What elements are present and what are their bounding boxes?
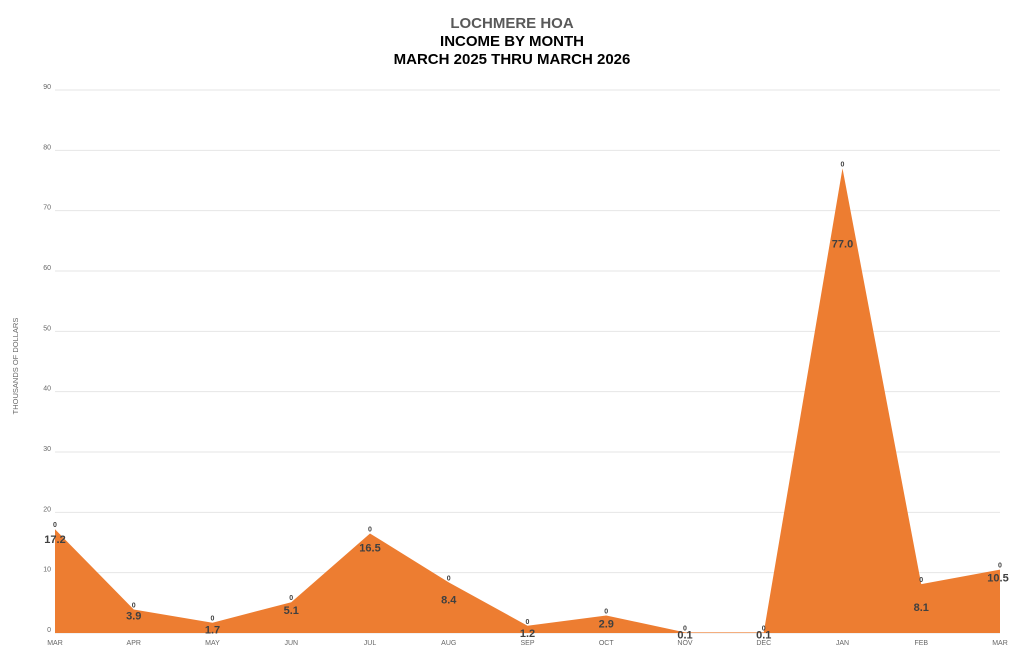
data-label-8: 0.1 <box>677 629 692 641</box>
data-label-1: 3.9 <box>126 610 141 622</box>
x-tick-labels: MAR APR MAY JUN JUL AUG SEP OCT NOV DEC JAN FEB MAR <box>47 640 1008 647</box>
x-tick-may-2: MAY <box>205 640 220 647</box>
y-tick-10: 10 <box>43 567 51 574</box>
chart-titles: LOCHMERE HOA INCOME BY MONTH MARCH 2025 … <box>0 14 1024 69</box>
y-tick-20: 20 <box>43 506 51 513</box>
y-axis-label: THOUSANDS OF DOLLARS <box>11 318 20 415</box>
point-label-1: 0 <box>132 602 136 609</box>
data-label-9: 0.1 <box>756 629 771 641</box>
chart-subtitle-1: INCOME BY MONTH <box>440 33 584 50</box>
data-label-3: 5.1 <box>284 605 299 617</box>
data-label-10: 77.0 <box>832 238 853 250</box>
chart-subtitle-2: MARCH 2025 THRU MARCH 2026 <box>393 51 631 68</box>
x-tick-oct-7: OCT <box>599 640 615 647</box>
point-label-6: 0 <box>526 619 530 626</box>
x-tick-aug-5: AUG <box>441 640 456 647</box>
point-label-10: 0 <box>841 161 845 168</box>
y-tick-0: 0 <box>47 627 51 634</box>
data-label-6: 1.2 <box>520 628 535 640</box>
chart-title: LOCHMERE HOA <box>450 15 574 32</box>
data-label-7: 2.9 <box>599 619 614 631</box>
point-label-3: 0 <box>289 595 293 602</box>
point-label-12: 0 <box>998 563 1002 570</box>
point-label-7: 0 <box>604 609 608 616</box>
point-label-0: 0 <box>53 522 57 529</box>
x-tick-apr-1: APR <box>127 640 141 647</box>
y-tick-60: 60 <box>43 265 51 272</box>
point-label-8: 0 <box>683 625 687 632</box>
x-tick-jul-4: JUL <box>364 640 377 647</box>
y-tick-labels: 0 10 20 30 40 50 60 70 80 90 <box>43 84 51 634</box>
x-tick-dec-9: DEC <box>756 640 771 647</box>
data-label-2: 1.7 <box>205 625 220 637</box>
area-series <box>55 168 1000 633</box>
y-tick-70: 70 <box>43 205 51 212</box>
point-label-2: 0 <box>211 616 215 623</box>
data-label-5: 8.4 <box>441 594 457 606</box>
x-tick-jun-3: JUN <box>284 640 298 647</box>
data-label-12: 10.5 <box>987 573 1008 585</box>
point-label-5: 0 <box>447 575 451 582</box>
data-label-11: 8.1 <box>914 602 929 614</box>
point-label-4: 0 <box>368 526 372 533</box>
y-tick-40: 40 <box>43 386 51 393</box>
x-tick-nov-8: NOV <box>677 640 693 647</box>
data-label-4: 16.5 <box>359 542 380 554</box>
point-label-11: 0 <box>919 577 923 584</box>
x-tick-mar-0: MAR <box>47 640 63 647</box>
y-tick-30: 30 <box>43 446 51 453</box>
y-tick-90: 90 <box>43 84 51 91</box>
y-tick-50: 50 <box>43 325 51 332</box>
point-label-9: 0 <box>762 625 766 632</box>
x-tick-mar-12: MAR <box>992 640 1008 647</box>
x-tick-feb-11: FEB <box>914 640 928 647</box>
y-tick-80: 80 <box>43 144 51 151</box>
data-label-0: 17.2 <box>44 534 65 546</box>
area-fill <box>55 168 1000 633</box>
x-tick-sep-6: SEP <box>520 640 534 647</box>
x-tick-jan-10: JAN <box>836 640 849 647</box>
